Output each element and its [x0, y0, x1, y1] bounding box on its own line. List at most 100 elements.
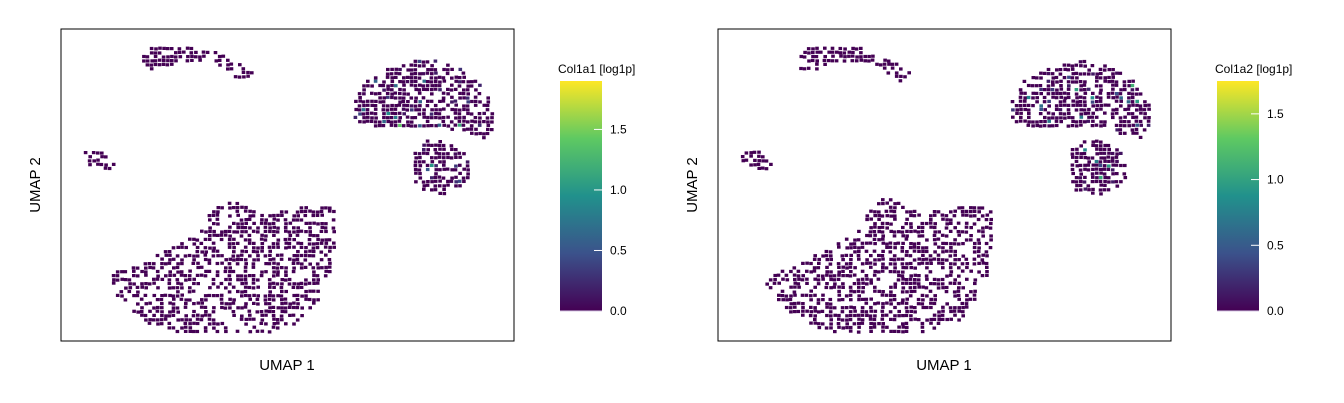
cell-point: [905, 229, 909, 233]
colorbar-tick-label: 1.0: [610, 183, 627, 197]
cell-point: [280, 306, 284, 310]
cell-point: [869, 217, 873, 221]
cell-point: [1074, 180, 1079, 184]
cell-point: [1054, 119, 1059, 123]
cell-point: [851, 46, 855, 50]
cell-point: [1134, 115, 1139, 119]
cell-point: [176, 318, 180, 322]
cell-point: [924, 249, 929, 254]
cell-point: [433, 148, 438, 152]
cell-point: [283, 226, 288, 230]
cell-point: [362, 116, 366, 120]
cell-point: [961, 314, 965, 318]
cell-point: [1051, 112, 1055, 116]
cell-point: [232, 206, 236, 210]
cell-point: [1019, 107, 1023, 111]
cell-point: [458, 171, 462, 175]
cell-point: [190, 58, 194, 62]
cell-point: [139, 310, 144, 314]
cell-point: [937, 314, 941, 318]
cell-point: [357, 92, 362, 96]
cell-point: [235, 258, 240, 262]
cell-point: [905, 290, 909, 294]
cell-point: [287, 245, 292, 249]
cell-point: [413, 63, 418, 67]
cell-point: [239, 278, 244, 282]
cell-point: [956, 221, 961, 225]
cell-point: [405, 104, 410, 108]
cell-point: [753, 158, 757, 162]
cell-point: [324, 238, 328, 242]
cell-point: [834, 59, 839, 63]
cell-point: [1035, 96, 1039, 100]
cell-point: [1062, 76, 1067, 80]
cell-point: [848, 265, 853, 269]
cell-point: [957, 258, 961, 262]
cell-point: [841, 285, 845, 289]
cell-point: [932, 233, 937, 238]
cell-point: [256, 294, 260, 298]
cell-point: [809, 305, 813, 309]
cell-point: [450, 147, 454, 151]
cell-point: [300, 262, 304, 266]
cell-point: [425, 71, 430, 75]
cell-point: [1086, 184, 1091, 188]
cell-point: [1131, 103, 1135, 107]
cell-point: [1122, 84, 1127, 88]
cell-point: [224, 286, 228, 290]
cell-point: [1122, 124, 1127, 128]
cell-point: [964, 225, 969, 229]
cell-point: [961, 254, 966, 258]
cell-point: [860, 321, 865, 325]
cell-point: [1107, 180, 1111, 184]
cell-point: [263, 294, 268, 298]
cell-point: [192, 237, 196, 241]
cell-point: [426, 143, 430, 147]
cell-point: [216, 285, 220, 289]
cell-point: [295, 210, 300, 214]
cell-point: [192, 258, 196, 262]
cell-point: [849, 298, 853, 302]
cell-point: [920, 261, 925, 265]
cell-point: [228, 206, 232, 210]
cell-point: [369, 119, 374, 123]
cell-point: [171, 309, 176, 313]
cell-point: [450, 67, 454, 71]
cell-point: [243, 269, 248, 273]
cell-point: [852, 242, 857, 246]
cell-point: [857, 325, 861, 329]
cell-point: [917, 262, 921, 266]
cell-point: [248, 214, 252, 218]
cell-point: [385, 116, 390, 120]
cell-point: [925, 266, 929, 270]
cell-point: [366, 103, 370, 107]
cell-point: [1115, 172, 1119, 176]
cell-point: [292, 293, 296, 298]
cell-point: [1106, 155, 1111, 159]
cell-point: [410, 108, 414, 112]
cell-point: [466, 100, 470, 104]
cell-point: [1114, 155, 1119, 159]
cell-point: [430, 156, 434, 160]
cell-point: [308, 254, 312, 258]
cell-point: [890, 66, 895, 70]
cell-point: [315, 234, 320, 238]
cell-point: [453, 111, 458, 115]
cell-point: [872, 249, 877, 253]
cell-point: [1103, 159, 1107, 163]
cell-point: [1098, 91, 1103, 95]
cell-point: [462, 152, 466, 156]
cell-point: [107, 166, 112, 171]
cell-point: [413, 68, 418, 72]
cell-point: [1110, 151, 1115, 156]
cell-point: [815, 62, 819, 66]
cell-point: [1138, 107, 1143, 111]
cell-point: [434, 124, 438, 128]
cell-point: [219, 293, 224, 297]
cell-point: [1123, 88, 1127, 92]
cell-point: [948, 281, 953, 285]
cell-point: [840, 310, 845, 314]
cell-point: [892, 318, 897, 322]
cell-point: [196, 261, 200, 265]
cell-point: [854, 59, 859, 63]
